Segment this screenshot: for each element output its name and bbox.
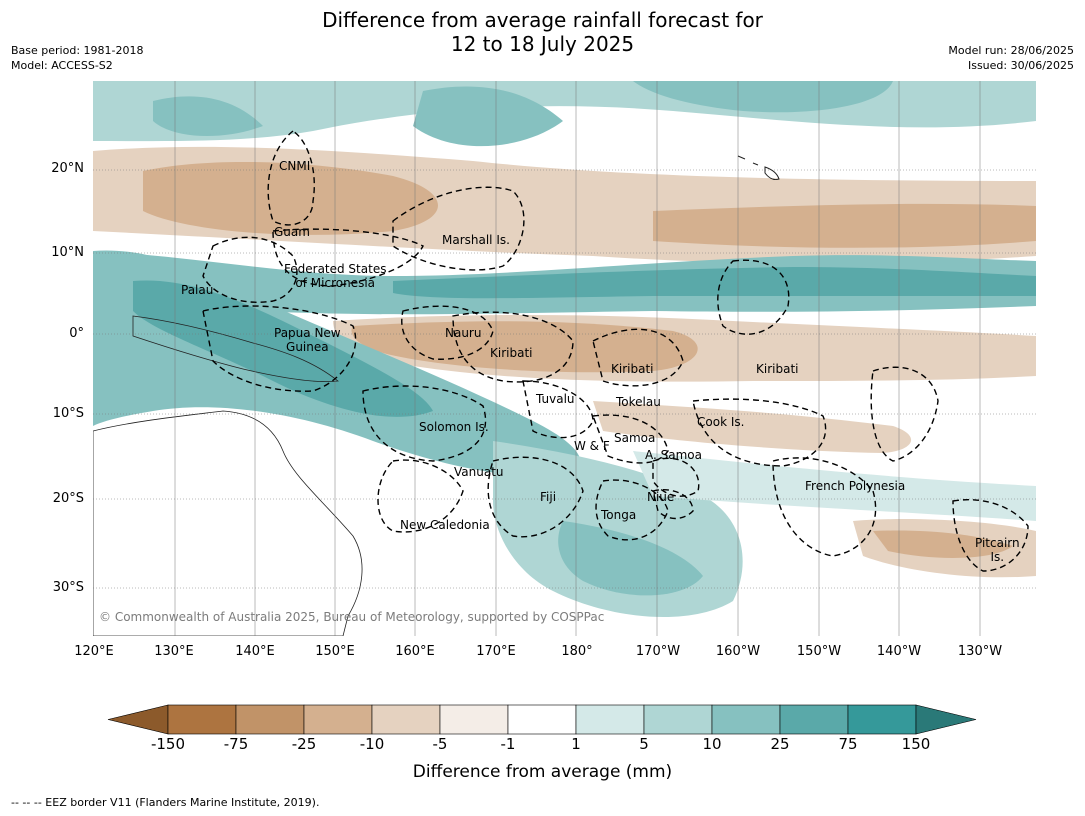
place-label-solomon-islands: Solomon Is. (419, 420, 489, 434)
lat-label-10s: 10°S (52, 406, 84, 421)
colorbar (107, 704, 977, 735)
colorbar-segment (779, 704, 849, 735)
colorbar-tick: -10 (359, 735, 385, 753)
colorbar-tick: 150 (901, 735, 931, 753)
anomaly-wet-west-core (133, 280, 433, 417)
lon-label-150e: 150°E (315, 644, 355, 659)
meta-left: Base period: 1981-2018 Model: ACCESS-S2 (11, 43, 143, 73)
gridlines (93, 81, 1036, 636)
place-label-tokelau: Tokelau (616, 395, 661, 409)
place-label-wallis-futuna: W & F (574, 439, 610, 453)
colorbar-segment (847, 704, 917, 735)
lat-label-30s: 30°S (52, 580, 84, 595)
place-label-pitcairn-islands: Pitcairn Is. (975, 536, 1020, 564)
title-line-2: 12 to 18 July 2025 (450, 32, 635, 56)
colorbar-tick: -5 (432, 735, 448, 753)
copyright-notice: © Commonwealth of Australia 2025, Bureau… (99, 610, 605, 624)
place-label-vanuatu: Vanuatu (454, 465, 504, 479)
lon-label-130w: 130°W (957, 644, 1003, 659)
anomaly-dry-south-east (873, 530, 1013, 558)
colorbar-segment (575, 704, 645, 735)
title-line-1: Difference from average rainfall forecas… (322, 8, 763, 32)
place-label-american-samoa: A. Samoa (645, 448, 702, 462)
anomaly-wet-equatorial-core (393, 267, 1036, 299)
lat-label-10n: 10°N (51, 245, 84, 260)
colorbar-tick: -1 (500, 735, 516, 753)
rainfall-anomaly-map (93, 81, 1036, 636)
place-label-marshall-islands: Marshall Is. (442, 233, 510, 247)
new-guinea-island (132, 315, 339, 382)
colorbar-segment (643, 704, 713, 735)
colorbar-tick: -75 (223, 735, 249, 753)
colorbar-extend-high (915, 704, 977, 735)
meta-right: Model run: 28/06/2025 Issued: 30/06/2025 (948, 43, 1074, 73)
place-label-cnmi: CNMI (279, 159, 311, 173)
colorbar-extend-low (107, 704, 169, 735)
place-label-new-caledonia: New Caledonia (400, 518, 490, 532)
lon-label-130e: 130°E (154, 644, 194, 659)
colorbar-tick: 25 (770, 735, 790, 753)
anomaly-wet-south (633, 451, 1036, 521)
colorbar-segment (235, 704, 305, 735)
hawaii-islands (737, 155, 780, 180)
colorbar-label: Difference from average (mm) (412, 762, 673, 782)
place-label-samoa: Samoa (614, 431, 656, 445)
colorbar-segment (439, 704, 509, 735)
model-name: Model: ACCESS-S2 (11, 59, 113, 72)
lon-label-160w: 160°W (715, 644, 761, 659)
place-label-french-polynesia: French Polynesia (805, 479, 906, 493)
anomaly-wet-southwest-core (558, 521, 703, 596)
colorbar-tick: 5 (639, 735, 649, 753)
lon-label-150w: 150°W (796, 644, 842, 659)
place-label-tonga: Tonga (601, 508, 637, 522)
anomaly-wet-north-core (153, 81, 893, 147)
lon-label-160e: 160°E (395, 644, 435, 659)
issued-date: Issued: 30/06/2025 (967, 59, 1074, 72)
colorbar-segment (507, 704, 577, 735)
lon-label-170e: 170°E (476, 644, 516, 659)
colorbar-tick: -150 (150, 735, 186, 753)
place-label-kiribati-west: Kiribati (490, 346, 533, 360)
place-label-kiribati-central: Kiribati (611, 362, 654, 376)
place-label-kiribati-east: Kiribati (756, 362, 799, 376)
colorbar-tick: 1 (571, 735, 581, 753)
map-title: Difference from average rainfall forecas… (0, 8, 1085, 56)
colorbar-segment (711, 704, 781, 735)
colorbar-segment (371, 704, 441, 735)
australia-landmass (93, 410, 363, 636)
place-label-nauru: Nauru (445, 326, 482, 340)
place-label-guam: Guam (274, 225, 310, 239)
model-run: Model run: 28/06/2025 (948, 44, 1074, 57)
lat-label-20s: 20°S (52, 491, 84, 506)
place-label-micronesia: Federated States of Micronesia (284, 262, 387, 290)
lat-label-20n: 20°N (51, 161, 84, 176)
eez-footnote: -- -- -- EEZ border V11 (Flanders Marine… (11, 796, 320, 809)
colorbar-tick: -25 (291, 735, 317, 753)
place-label-tuvalu: Tuvalu (536, 392, 575, 406)
colorbar-segment (303, 704, 373, 735)
lon-label-170w: 170°W (635, 644, 681, 659)
lon-label-180: 180° (561, 644, 593, 659)
anomaly-dry-north-core (143, 161, 1036, 248)
place-label-niue: Niue (647, 490, 675, 504)
colorbar-tick: 75 (838, 735, 858, 753)
place-label-papua-new-guinea: Papua New Guinea (274, 326, 341, 354)
base-period: Base period: 1981-2018 (11, 44, 144, 57)
place-label-cook-islands: Cook Is. (697, 415, 745, 429)
colorbar-tick: 10 (702, 735, 722, 753)
eez-borders (202, 130, 1029, 572)
lon-label-140w: 140°W (876, 644, 922, 659)
place-label-fiji: Fiji (540, 490, 557, 504)
place-label-palau: Palau (181, 283, 214, 297)
lat-label-equator: 0° (69, 326, 84, 341)
lon-label-140e: 140°E (235, 644, 275, 659)
colorbar-segment (167, 704, 237, 735)
lon-label-120e: 120°E (74, 644, 114, 659)
